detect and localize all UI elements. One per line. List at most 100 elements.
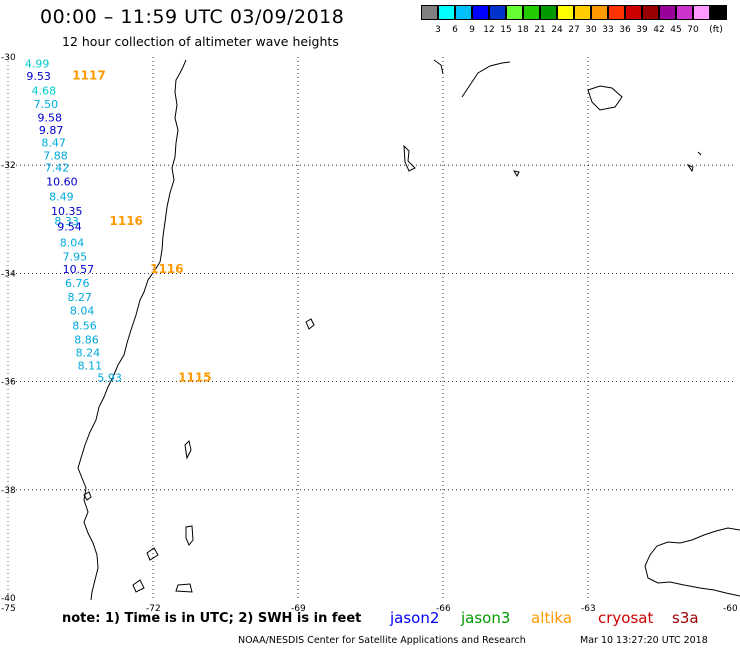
- map-grid: [7, 57, 733, 598]
- legend-label: 24: [551, 25, 563, 35]
- lat-tick-label: -38: [1, 486, 16, 496]
- legend-label: 42: [653, 25, 665, 35]
- legend-swatch: [710, 5, 727, 20]
- legend-label: 70: [687, 25, 699, 35]
- legend-swatch: [659, 5, 676, 20]
- island-juan-fernandez: [305, 318, 315, 330]
- wave-height-reading: 8.04: [70, 305, 95, 318]
- credit-line: NOAA/NESDIS Center for Satellite Applica…: [238, 635, 526, 646]
- legend-swatch: [608, 5, 625, 20]
- legend-swatch: [421, 5, 438, 20]
- wave-height-reading: 8.27: [67, 291, 92, 304]
- wave-height-reading: 7.88: [43, 149, 68, 162]
- island-small-east: [512, 170, 520, 178]
- lon-tick-label: -66: [436, 604, 451, 614]
- lat-tick-label: -36: [1, 378, 16, 388]
- legend-label: 36: [619, 25, 631, 35]
- coastline: [77, 59, 740, 601]
- legend-unit: (ft): [709, 25, 723, 35]
- legend-label: 18: [517, 25, 529, 35]
- legend-label: 33: [602, 25, 614, 35]
- wave-height-reading: 10.57: [63, 263, 95, 276]
- legend-swatch: [625, 5, 642, 20]
- legend-swatch: [557, 5, 574, 20]
- pass-time-label: 1117: [72, 68, 105, 82]
- footer-note: note: 1) Time is in UTC; 2) SWH is in fe…: [62, 611, 362, 626]
- lat-tick-label: -32: [1, 161, 16, 171]
- legend-label: 15: [500, 25, 512, 35]
- pass-time-label: 1116: [150, 262, 183, 276]
- legend-label: 45: [670, 25, 682, 35]
- lon-tick-label: -60: [723, 604, 738, 614]
- wave-height-observations: 4.999.53 4.687.509.589.878.477.887.4210.6…: [25, 57, 212, 384]
- wave-height-reading: 9.53: [26, 70, 51, 83]
- legend-swatch: [438, 5, 455, 20]
- wave-height-reading: 8.56: [72, 319, 97, 332]
- wave-height-reading: 8.49: [49, 191, 73, 204]
- lon-tick-label: -69: [291, 604, 306, 614]
- legend-swatch: [591, 5, 608, 20]
- page-title: 00:00 – 11:59 UTC 03/09/2018: [40, 6, 345, 28]
- legend-label: 6: [452, 25, 458, 35]
- legend-swatch: [523, 5, 540, 20]
- island-chiloe-fragment: [83, 491, 92, 501]
- legend-swatch: [455, 5, 472, 20]
- wave-height-reading: 4.99: [25, 57, 49, 70]
- legend-swatch: [676, 5, 693, 20]
- axis-labels: -30 -32 -34 -36 -38 -40-75 -72 -69 -66 -63 -60: [1, 53, 738, 614]
- coastline-north-fragment: [433, 59, 444, 75]
- wave-height-reading: 8.04: [60, 237, 85, 250]
- satellite-altika: altika: [531, 609, 573, 627]
- legend-swatch: [642, 5, 659, 20]
- page-subtitle: 12 hour collection of altimeter wave hei…: [62, 34, 339, 49]
- legend-label: 27: [568, 25, 580, 35]
- wave-height-reading: 9.87: [39, 124, 64, 137]
- wave-height-reading: 7.50: [34, 98, 59, 111]
- legend-swatch: [574, 5, 591, 20]
- legend-label: 12: [483, 25, 495, 35]
- satellite-jason3: jason3: [461, 609, 511, 627]
- legend-label: 39: [636, 25, 648, 35]
- lat-tick-label: -30: [1, 53, 16, 63]
- wave-height-reading: 5.93: [97, 371, 122, 384]
- wave-height-reading: 8.33: [54, 215, 79, 228]
- lon-tick-label: -63: [581, 604, 596, 614]
- satellite-s3a: s3a: [672, 609, 699, 627]
- island-far-east-2: [697, 151, 702, 156]
- coastline-chile: [77, 59, 187, 601]
- legend-label: 30: [585, 25, 597, 35]
- pass-time-label: 1116: [110, 214, 143, 228]
- legend-label: 3: [435, 25, 441, 35]
- legend-label: 21: [534, 25, 546, 35]
- legend-label: 9: [469, 25, 475, 35]
- island-south-1: [132, 579, 145, 593]
- legend-swatch: [693, 5, 710, 20]
- coastline-south-africa: [644, 527, 740, 597]
- coastline-north-fragment-3: [587, 85, 623, 111]
- wave-height-reading: 4.68: [32, 85, 57, 98]
- island-mocha: [184, 440, 192, 460]
- coastline-north-fragment-2: [461, 61, 511, 98]
- legend-swatch: [506, 5, 523, 20]
- wave-height-reading: 9.54: [57, 220, 82, 233]
- wave-height-reading: 8.47: [41, 136, 66, 149]
- lat-tick-label: -40: [1, 594, 16, 604]
- wave-height-reading: 8.24: [76, 346, 101, 359]
- legend-swatch: [472, 5, 489, 20]
- pass-time-label: 1115: [178, 370, 211, 384]
- lon-tick-label: -75: [1, 604, 16, 614]
- wave-height-reading: 7.95: [63, 251, 88, 264]
- island-south-2: [146, 547, 159, 561]
- wave-height-reading: 8.86: [74, 333, 99, 346]
- satellite-jason2: jason2: [390, 609, 440, 627]
- lat-tick-label: -34: [1, 269, 16, 279]
- satellite-cryosat: cryosat: [598, 609, 654, 627]
- legend-swatch: [489, 5, 506, 20]
- legend-swatch: [540, 5, 557, 20]
- wave-height-reading: 9.58: [37, 112, 62, 125]
- island-far-east: [686, 163, 694, 173]
- island-south-3: [175, 583, 193, 593]
- wave-height-reading: 7.42: [45, 161, 70, 174]
- island-mid-ocean: [403, 144, 416, 172]
